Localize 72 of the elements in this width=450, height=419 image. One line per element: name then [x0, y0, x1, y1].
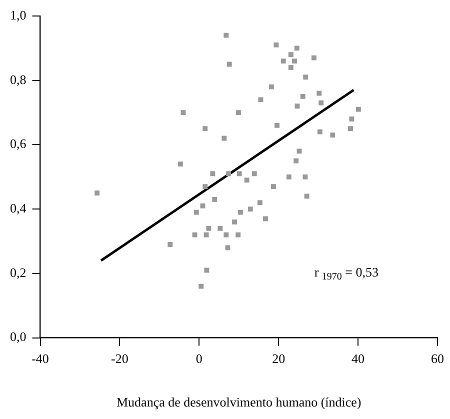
point [274, 122, 280, 128]
y-tick-label: 0,0 [10, 329, 26, 344]
point [236, 232, 241, 238]
point [317, 129, 322, 134]
point [316, 90, 322, 96]
point [252, 171, 257, 176]
point [218, 226, 223, 231]
point [192, 232, 198, 238]
point [168, 242, 173, 247]
point [224, 32, 229, 38]
point [224, 232, 229, 238]
point [178, 162, 183, 167]
point [268, 84, 274, 90]
point [349, 116, 354, 122]
point [318, 100, 324, 106]
point [226, 62, 232, 67]
point [274, 42, 279, 48]
point [280, 58, 286, 64]
point [348, 126, 353, 132]
point [236, 110, 241, 116]
y-tick-label: 0,2 [10, 264, 26, 280]
y-tick-label: 0,4 [10, 200, 27, 216]
point [180, 110, 186, 116]
y-tick-label: 0,6 [10, 136, 27, 152]
point [270, 184, 276, 190]
point [258, 97, 264, 102]
x-tick-label: 60 [431, 351, 444, 366]
x-tick-label: 0 [196, 351, 202, 366]
point [248, 206, 253, 212]
point [200, 203, 206, 208]
point [212, 196, 218, 202]
point [356, 106, 361, 112]
point [311, 55, 316, 60]
annotation: r 1970 = 0,53 [314, 264, 379, 283]
x-axis-title: Mudança de desenvolvimento humano (índice) [116, 394, 362, 410]
point [294, 104, 300, 109]
point [206, 226, 212, 231]
point [198, 284, 204, 289]
point [202, 126, 208, 132]
point [296, 148, 302, 154]
x-tick-label: -40 [32, 351, 49, 366]
point [202, 184, 208, 190]
point [288, 65, 294, 70]
point [204, 232, 209, 238]
point [236, 171, 242, 176]
point [294, 46, 300, 51]
y-tick-label: 0,8 [10, 72, 26, 87]
point [244, 178, 250, 183]
point [330, 132, 336, 138]
point [303, 74, 308, 80]
y-tick-label: 1,0 [10, 7, 26, 22]
point [94, 190, 100, 196]
point [226, 171, 232, 176]
point [263, 216, 268, 222]
point [286, 174, 292, 180]
point [300, 94, 306, 99]
x-tick-label: -20 [111, 351, 128, 366]
point [304, 194, 310, 199]
point [294, 158, 299, 164]
point [288, 52, 294, 58]
point [225, 245, 230, 250]
point [232, 219, 237, 224]
point [204, 268, 210, 273]
point [257, 200, 262, 206]
point [302, 174, 308, 180]
point [222, 136, 227, 141]
point [238, 210, 243, 215]
x-tick-label: 20 [272, 351, 286, 366]
point [194, 210, 199, 215]
x-tick-label: 40 [352, 351, 365, 366]
point [210, 171, 216, 176]
point [292, 58, 297, 64]
